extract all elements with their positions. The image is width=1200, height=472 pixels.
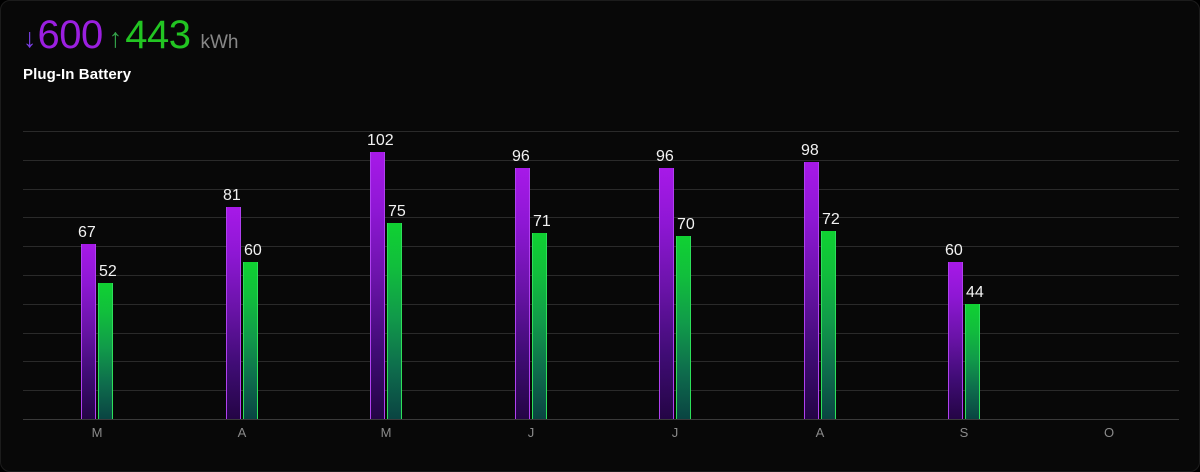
bar-import[interactable]: 67 — [78, 224, 96, 419]
bar-import[interactable]: 81 — [223, 187, 241, 419]
gridline — [23, 390, 1179, 391]
gridline — [23, 361, 1179, 362]
chart-bars: 67 52 81 60 102 75 96 71 96 70 98 72 60 44 — [23, 96, 1179, 419]
bar-export[interactable]: 70 — [676, 216, 695, 419]
bar-pair — [1093, 96, 1125, 419]
bar-import[interactable]: 102 — [367, 132, 394, 419]
bar-value-label: 96 — [656, 147, 674, 165]
x-axis-tick-6: S — [959, 425, 969, 440]
card-header: ↓ 600 ↑ 443 kWh Plug-In Battery — [23, 15, 1163, 85]
bar-value-label: 102 — [367, 131, 394, 149]
gridline — [23, 333, 1179, 334]
x-axis-tick-1: A — [237, 425, 247, 440]
bar-pair: 60 44 — [945, 96, 984, 419]
bar-value-label: 67 — [78, 223, 96, 241]
page-title: Plug-In Battery — [23, 66, 132, 83]
import-total-value: 600 — [37, 13, 104, 57]
bar-group[interactable] — [1035, 96, 1180, 419]
gridline — [23, 275, 1179, 276]
bar-group[interactable]: 60 44 — [890, 96, 1035, 419]
bar-value-label: 52 — [99, 262, 117, 280]
bar-pair: 81 60 — [223, 96, 262, 419]
bar-export[interactable]: 72 — [821, 211, 840, 419]
bar-pair: 67 52 — [78, 96, 117, 419]
energy-summary: ↓ 600 ↑ 443 kWh — [23, 15, 1163, 59]
bar-export[interactable]: 52 — [98, 263, 117, 419]
bar-value-label: 72 — [822, 210, 840, 228]
bar-pair: 96 70 — [656, 96, 695, 419]
bar-value-label: 71 — [533, 213, 551, 231]
arrow-up-icon: ↑ — [108, 23, 123, 53]
bar-value-label: 60 — [945, 241, 963, 259]
bar-value-label: 81 — [223, 186, 241, 204]
arrow-down-icon: ↓ — [23, 23, 37, 53]
bar-group[interactable]: 96 71 — [457, 96, 602, 419]
x-axis-tick-2: M — [380, 425, 392, 440]
bar-group[interactable]: 67 52 — [23, 96, 168, 419]
bar-export[interactable]: 60 — [243, 242, 262, 419]
bar-group[interactable]: 96 70 — [601, 96, 746, 419]
bar-import[interactable]: 98 — [801, 143, 819, 419]
bar-group[interactable]: 102 75 — [312, 96, 457, 419]
energy-unit-label: kWh — [200, 32, 239, 53]
bar-pair: 102 75 — [367, 96, 406, 419]
bar-import[interactable]: 60 — [945, 242, 963, 419]
export-total-value: 443 — [125, 13, 191, 57]
chart-gridlines — [23, 131, 1179, 420]
bar-value-label: 44 — [966, 283, 984, 301]
gridline — [23, 217, 1179, 218]
x-axis-tick-3: J — [527, 425, 535, 440]
bar-value-label: 98 — [801, 142, 819, 160]
bar-pair: 96 71 — [512, 96, 551, 419]
bar-value-label: 70 — [677, 215, 695, 233]
bar-import[interactable]: 96 — [512, 148, 530, 419]
gridline — [23, 304, 1179, 305]
bar-group[interactable]: 98 72 — [746, 96, 891, 419]
bar-value-label: 75 — [388, 202, 406, 220]
gridline — [23, 246, 1179, 247]
gridline — [23, 189, 1179, 190]
axis-baseline — [23, 419, 1179, 420]
x-axis-tick-5: A — [815, 425, 825, 440]
bar-group[interactable]: 81 60 — [168, 96, 313, 419]
gridline — [23, 160, 1179, 161]
bar-pair: 98 72 — [801, 96, 840, 419]
gridline — [23, 131, 1179, 132]
bar-value-label: 96 — [512, 147, 530, 165]
bar-import[interactable]: 96 — [656, 148, 674, 419]
bar-export[interactable]: 75 — [387, 203, 406, 419]
bar-export[interactable]: 44 — [965, 284, 984, 419]
x-axis-tick-7: O — [1103, 425, 1115, 440]
x-axis-tick-4: J — [671, 425, 679, 440]
bar-value-label: 60 — [244, 241, 262, 259]
bar-export[interactable]: 71 — [532, 214, 551, 419]
x-axis-tick-0: M — [91, 425, 103, 440]
